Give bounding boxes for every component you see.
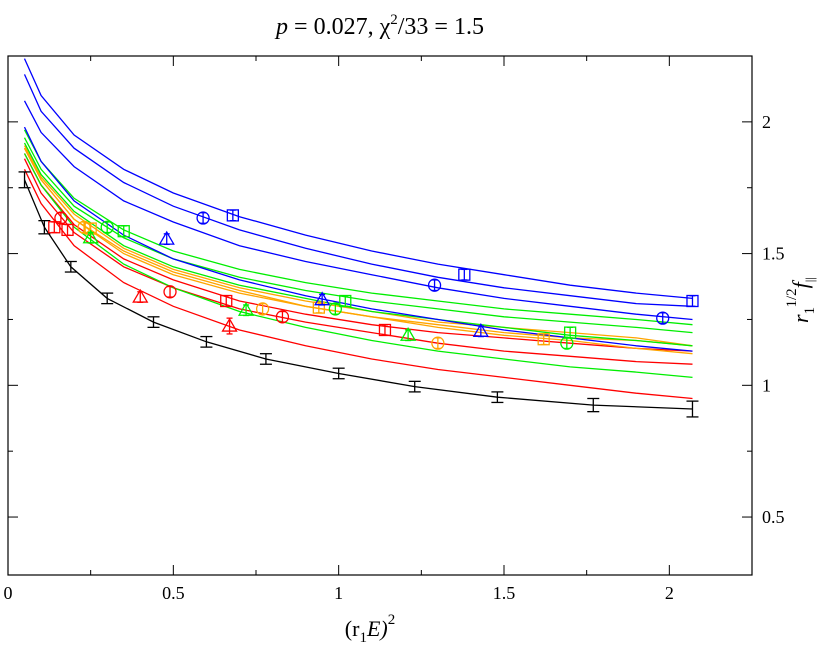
x-tick-label: 0 <box>4 583 13 603</box>
fit-curve-red-1 <box>23 169 693 400</box>
data-point-square <box>220 294 233 308</box>
data-point-circle <box>328 302 343 316</box>
data-point-circle <box>196 211 210 225</box>
data-point-square <box>48 221 61 234</box>
fit-curve-green-1 <box>23 153 693 379</box>
data-point-triangle <box>314 291 331 306</box>
x-tick-label: 1.5 <box>493 583 516 603</box>
data-point-triangle <box>158 230 175 245</box>
x-tick-label: 1 <box>334 583 343 603</box>
chart-title: p = 0.027, χ2/33 = 1.5 <box>274 12 484 40</box>
fit-curve-blue-3 <box>23 74 693 307</box>
data-point-circle <box>656 311 670 325</box>
y-tick-label: 0.5 <box>762 507 785 527</box>
data-point-circle <box>255 302 270 316</box>
fit-curve-green-3 <box>23 137 693 334</box>
data-point-square <box>61 223 74 237</box>
x-tick-label: 0.5 <box>162 583 185 603</box>
fit-curve-red-3 <box>23 153 693 352</box>
fit-curve-green-4 <box>23 129 693 326</box>
data-point-square <box>226 209 240 222</box>
data-point-square <box>312 301 325 314</box>
plot-area: 0 0.5 1 1.5 2 0.5 1 1.5 2 <box>4 55 785 603</box>
data-point-square <box>537 333 550 346</box>
y-tick-label: 1 <box>762 375 771 395</box>
x-tick-label: 2 <box>665 583 674 603</box>
data-point-triangle <box>399 326 417 341</box>
fit-curve-blue-4 <box>23 58 693 300</box>
data-point-square <box>339 294 352 308</box>
data-point-circle <box>275 310 290 324</box>
data-point-square <box>117 225 130 238</box>
data-point-circle <box>54 211 68 225</box>
fit-curve-orange-3 <box>23 147 693 355</box>
data-point-circle <box>163 285 177 299</box>
plot-frame <box>7 55 753 576</box>
y-tick-label: 1.5 <box>762 244 785 264</box>
y-tick-label: 2 <box>762 112 771 132</box>
continuum-curve <box>23 179 693 410</box>
data-point-square <box>378 323 392 337</box>
data-point-square <box>563 326 577 339</box>
fit-curve-blue-1 <box>23 126 693 352</box>
data-point-triangle <box>82 229 99 244</box>
fit-curve-blue-2 <box>23 100 693 321</box>
data-point-triangle <box>221 317 238 332</box>
data-point-triangle <box>472 323 489 337</box>
data-point-triangle <box>132 288 149 303</box>
data-point-circle <box>431 336 445 350</box>
data-point-square <box>458 268 471 281</box>
data-point-circle <box>560 336 574 350</box>
x-axis-label: (r1E)2 <box>345 612 395 645</box>
data-point-square <box>686 294 699 308</box>
fit-curve-red-2 <box>23 158 693 365</box>
data-point-triangle <box>237 301 255 316</box>
data-point-circle <box>100 220 114 234</box>
y-axis-label: r11/2f|| <box>784 277 818 323</box>
data-point-circle <box>427 278 442 292</box>
